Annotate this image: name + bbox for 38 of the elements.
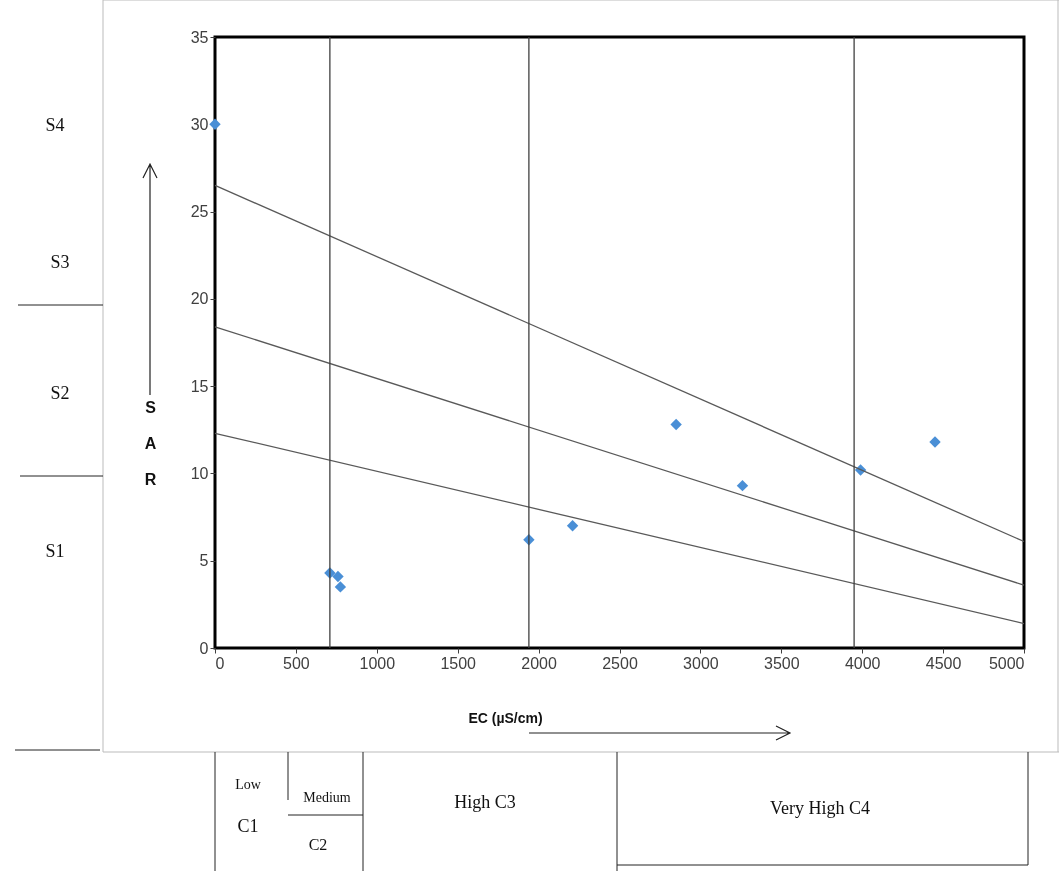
text: S4 bbox=[45, 114, 65, 136]
text: C2 bbox=[308, 836, 328, 854]
x-tick-label: 0 bbox=[215, 654, 225, 672]
y-tick-label: 25 bbox=[190, 203, 209, 221]
x-axis-title: EC (µS/cm) bbox=[468, 709, 543, 726]
y-tick-label: 10 bbox=[190, 464, 209, 482]
point bbox=[670, 418, 682, 431]
point bbox=[929, 436, 941, 448]
text: Very High C4 bbox=[770, 797, 870, 819]
text: S3 bbox=[50, 251, 70, 273]
x-tick-label: 4500 bbox=[925, 654, 962, 672]
x-tick-label: 1500 bbox=[440, 654, 477, 672]
point bbox=[332, 570, 344, 583]
y-tick-label: 15 bbox=[190, 377, 209, 395]
x-tick-label: 3000 bbox=[683, 654, 719, 672]
x-tick-label: 5000 bbox=[988, 654, 1025, 672]
point bbox=[334, 581, 347, 593]
point bbox=[566, 520, 579, 532]
x-tick-label: 500 bbox=[283, 654, 310, 672]
text: Medium bbox=[303, 790, 351, 806]
y-axis-title: SAR bbox=[144, 398, 157, 488]
point bbox=[736, 479, 749, 492]
y-tick-label: 5 bbox=[199, 552, 209, 570]
point bbox=[209, 118, 221, 130]
x-tick-label: 2500 bbox=[602, 654, 638, 672]
text: C1 bbox=[237, 815, 259, 837]
text: S1 bbox=[45, 540, 65, 562]
text: Low bbox=[235, 777, 261, 793]
x-tick-label: 3500 bbox=[764, 654, 800, 672]
y-tick-label: 20 bbox=[190, 290, 209, 308]
y-tick-label: 30 bbox=[190, 115, 209, 133]
y-tick-label: 35 bbox=[190, 28, 209, 46]
text: S2 bbox=[50, 382, 70, 404]
y-tick-label: 0 bbox=[199, 639, 209, 657]
x-tick-label: 2000 bbox=[521, 654, 557, 672]
text: High C3 bbox=[454, 791, 516, 813]
x-tick-label: 4000 bbox=[844, 654, 881, 672]
x-tick-label: 1000 bbox=[359, 654, 396, 672]
